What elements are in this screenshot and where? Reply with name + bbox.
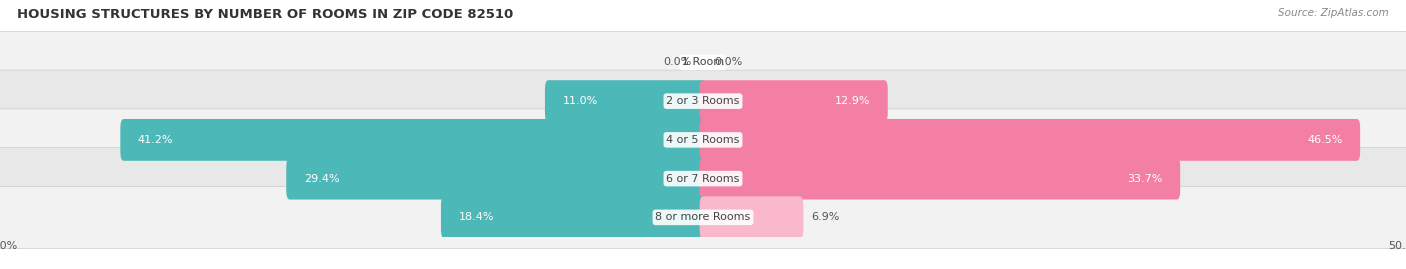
FancyBboxPatch shape	[700, 119, 1360, 161]
Text: 29.4%: 29.4%	[304, 174, 339, 184]
Text: HOUSING STRUCTURES BY NUMBER OF ROOMS IN ZIP CODE 82510: HOUSING STRUCTURES BY NUMBER OF ROOMS IN…	[17, 8, 513, 21]
FancyBboxPatch shape	[0, 70, 1406, 132]
Text: 6.9%: 6.9%	[811, 212, 839, 222]
Text: 18.4%: 18.4%	[458, 212, 494, 222]
FancyBboxPatch shape	[700, 158, 1180, 200]
Text: 2 or 3 Rooms: 2 or 3 Rooms	[666, 96, 740, 106]
Text: 41.2%: 41.2%	[138, 135, 173, 145]
Text: 33.7%: 33.7%	[1128, 174, 1163, 184]
FancyBboxPatch shape	[0, 109, 1406, 171]
FancyBboxPatch shape	[0, 148, 1406, 210]
Text: 4 or 5 Rooms: 4 or 5 Rooms	[666, 135, 740, 145]
Text: 8 or more Rooms: 8 or more Rooms	[655, 212, 751, 222]
Text: 1 Room: 1 Room	[682, 57, 724, 68]
Text: 12.9%: 12.9%	[835, 96, 870, 106]
Text: 46.5%: 46.5%	[1308, 135, 1343, 145]
Text: Source: ZipAtlas.com: Source: ZipAtlas.com	[1278, 8, 1389, 18]
Text: 11.0%: 11.0%	[562, 96, 598, 106]
FancyBboxPatch shape	[700, 196, 803, 238]
FancyBboxPatch shape	[287, 158, 706, 200]
FancyBboxPatch shape	[700, 80, 887, 122]
FancyBboxPatch shape	[0, 186, 1406, 248]
Text: 0.0%: 0.0%	[664, 57, 692, 68]
FancyBboxPatch shape	[0, 31, 1406, 93]
Text: 0.0%: 0.0%	[714, 57, 742, 68]
FancyBboxPatch shape	[546, 80, 706, 122]
FancyBboxPatch shape	[121, 119, 706, 161]
Text: 6 or 7 Rooms: 6 or 7 Rooms	[666, 174, 740, 184]
FancyBboxPatch shape	[441, 196, 706, 238]
